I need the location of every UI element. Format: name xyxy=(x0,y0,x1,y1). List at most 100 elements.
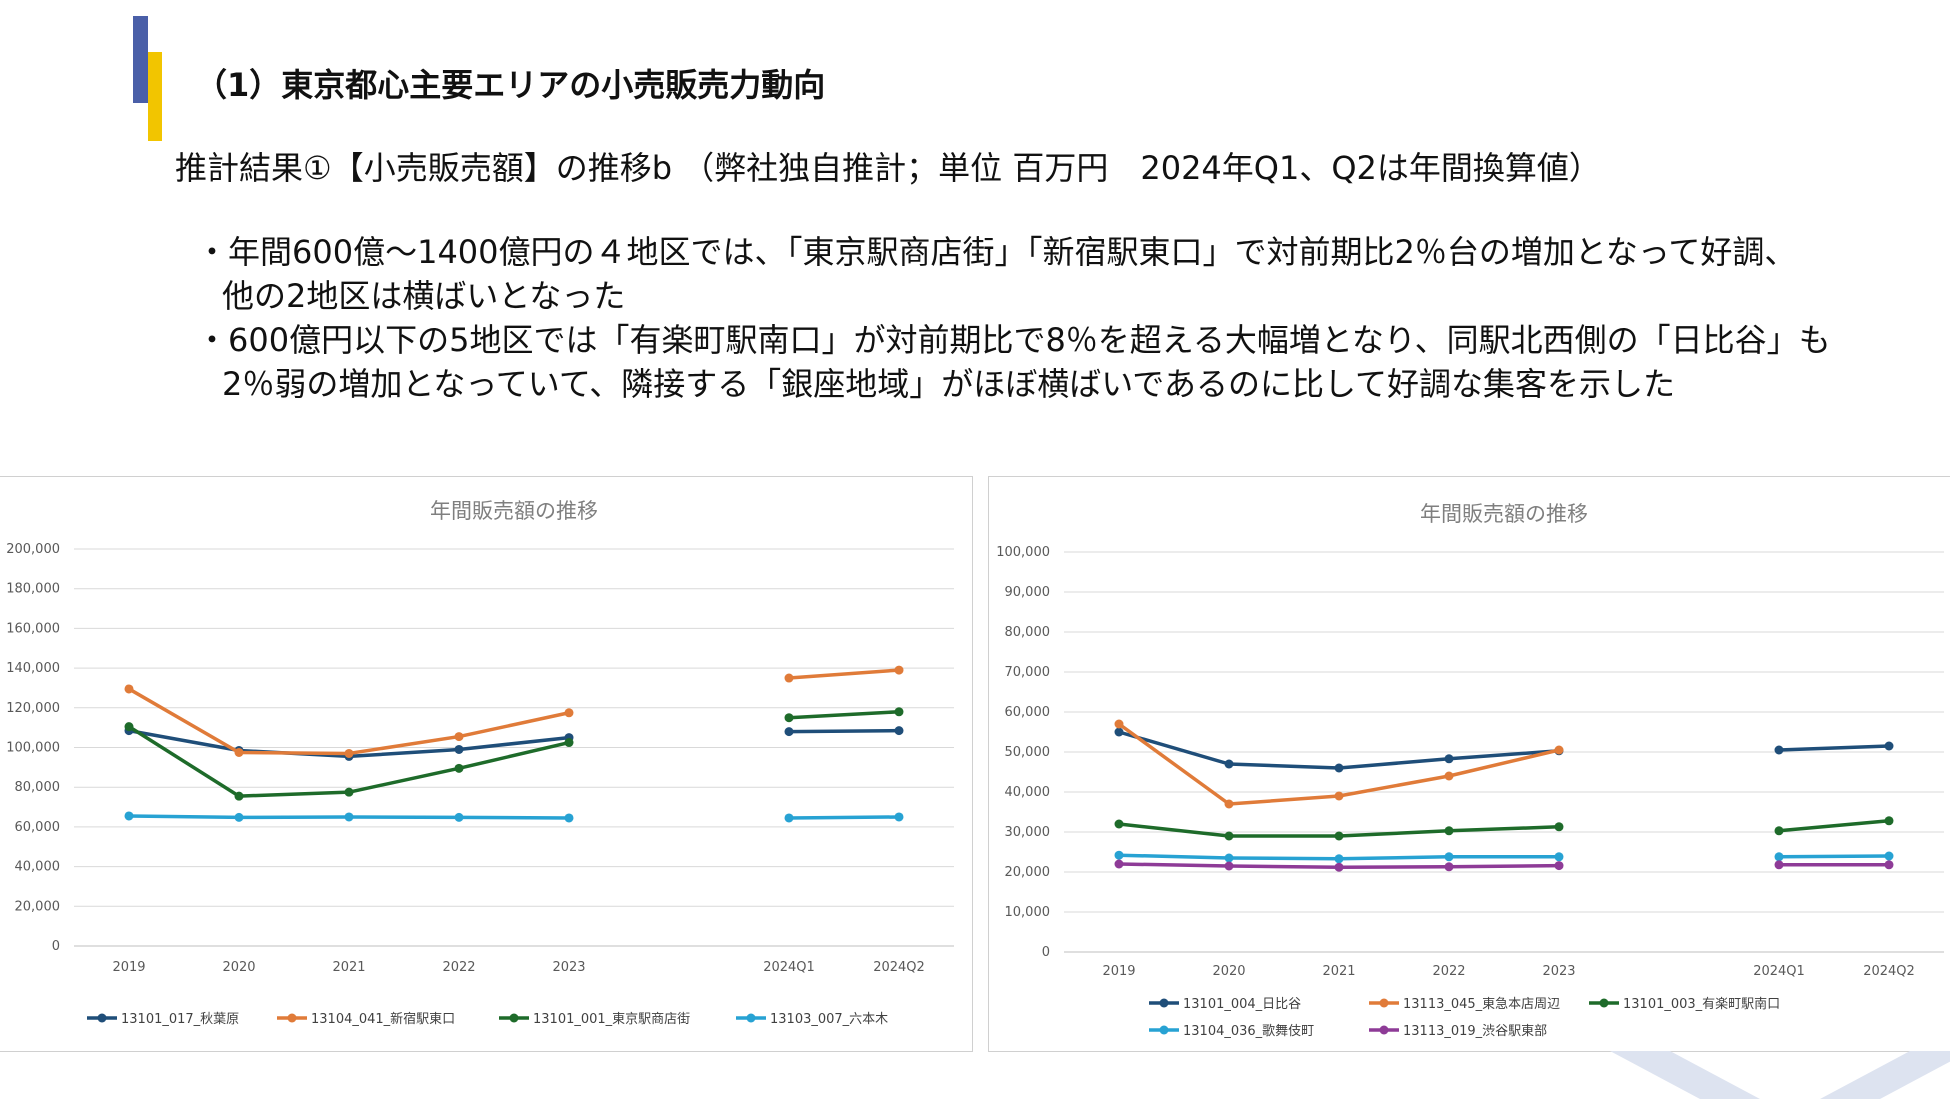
y-tick-label: 140,000 xyxy=(6,661,60,676)
data-point xyxy=(1224,799,1234,809)
line-chart-left: 年間販売額の推移 0 20,000 40,000 60,000 80,000 100,000… xyxy=(6,499,954,1027)
data-point xyxy=(564,813,574,823)
y-tick-label: 180,000 xyxy=(6,582,60,597)
data-point xyxy=(1884,816,1894,826)
series-line xyxy=(1778,819,1890,833)
legend-marker xyxy=(746,1013,756,1023)
data-point xyxy=(1114,859,1124,869)
legend-label: 13113_045_東急本店周辺 xyxy=(1403,996,1560,1012)
data-point xyxy=(1224,831,1234,841)
legend-marker xyxy=(1599,998,1609,1008)
y-tick-label: 0 xyxy=(1042,945,1050,960)
data-point xyxy=(1334,763,1344,773)
y-tick-label: 120,000 xyxy=(6,701,60,716)
series-line xyxy=(1778,744,1890,752)
bullet-text-continued: 2％弱の増加となっていて、隣接する「銀座地域」がほぼ横ばいであるのに比して好調な… xyxy=(222,365,1676,403)
data-point xyxy=(124,811,134,821)
series-line xyxy=(128,725,570,798)
data-point xyxy=(1334,791,1344,801)
data-point xyxy=(454,812,464,822)
corner-decoration xyxy=(1610,1051,1950,1099)
data-point xyxy=(894,665,904,675)
data-point xyxy=(1884,860,1894,870)
y-tick-label: 80,000 xyxy=(15,780,61,795)
data-point xyxy=(1554,861,1564,871)
bullet-text: ・600億円以下の5地区では「有楽町駅南口」が対前期比で8％を超える大幅増となり… xyxy=(196,321,1831,359)
legend-label: 13104_041_新宿駅東口 xyxy=(311,1011,455,1027)
data-point xyxy=(1334,862,1344,872)
y-tick-label: 100,000 xyxy=(996,545,1050,560)
x-tick-label: 2024Q1 xyxy=(1753,964,1805,979)
data-point xyxy=(454,763,464,773)
x-tick-label: 2022 xyxy=(442,960,475,975)
data-point xyxy=(1884,851,1894,861)
data-point xyxy=(1884,741,1894,751)
bullet-text-continued: 他の2地区は横ばいとなった xyxy=(222,277,626,315)
y-tick-label: 30,000 xyxy=(1005,825,1051,840)
data-point xyxy=(234,812,244,822)
data-point xyxy=(1114,727,1124,737)
legend-marker xyxy=(1159,1025,1169,1035)
x-tick-label: 2021 xyxy=(1322,964,1355,979)
series-line xyxy=(788,710,900,720)
series-line xyxy=(1118,730,1560,770)
legend-marker xyxy=(509,1013,519,1023)
data-point xyxy=(1114,819,1124,829)
data-point xyxy=(1334,831,1344,841)
legend-marker xyxy=(1379,1025,1389,1035)
series-line xyxy=(788,815,900,820)
chart-panel-right: 年間販売額の推移 0 10,000 20,000 30,000 40,000 50,000 6… xyxy=(988,476,1950,1052)
page-subtitle: 推計結果①【小売販売額】の推移b （弊社独自推計；単位 百万円 2024年Q1、… xyxy=(175,149,1601,187)
data-point xyxy=(564,738,574,748)
data-point xyxy=(1774,852,1784,862)
data-point xyxy=(1774,745,1784,755)
data-point xyxy=(1774,826,1784,836)
x-tick-label: 2023 xyxy=(1542,964,1575,979)
bullet-item: ・600億円以下の5地区では「有楽町駅南口」が対前期比で8％を超える大幅増となり… xyxy=(196,318,1936,406)
data-point xyxy=(1774,860,1784,870)
y-tick-label: 60,000 xyxy=(1005,705,1051,720)
data-point xyxy=(1224,759,1234,769)
data-point xyxy=(1114,850,1124,860)
y-tick-label: 40,000 xyxy=(15,860,61,875)
legend-label: 13101_017_秋葉原 xyxy=(121,1012,239,1027)
data-point xyxy=(1224,853,1234,863)
legend-label: 13101_004_日比谷 xyxy=(1183,997,1301,1012)
data-point xyxy=(784,713,794,723)
line-chart-right: 年間販売額の推移 0 10,000 20,000 30,000 40,000 50,000 6… xyxy=(996,502,1944,1039)
x-tick-label: 2019 xyxy=(112,960,145,975)
data-point xyxy=(454,732,464,742)
data-point xyxy=(1444,826,1454,836)
data-point xyxy=(784,813,794,823)
data-point xyxy=(894,707,904,717)
x-tick-label: 2024Q1 xyxy=(763,960,815,975)
bullet-text: ・年間600億～1400億円の４地区では、「東京駅商店街」「新宿駅東口」で対前期… xyxy=(196,233,1797,271)
x-tick-label: 2019 xyxy=(1102,964,1135,979)
data-point xyxy=(1444,754,1454,764)
x-tick-label: 2024Q2 xyxy=(1863,964,1915,979)
data-point xyxy=(344,787,354,797)
x-tick-label: 2021 xyxy=(332,960,365,975)
x-tick-label: 2022 xyxy=(1432,964,1465,979)
data-point xyxy=(124,684,134,694)
y-tick-label: 60,000 xyxy=(15,820,61,835)
x-tick-label: 2020 xyxy=(1212,964,1245,979)
y-tick-label: 200,000 xyxy=(6,542,60,557)
data-point xyxy=(1444,771,1454,781)
accent-bar-blue xyxy=(133,16,148,103)
bullet-list: ・年間600億～1400億円の４地区では、「東京駅商店街」「新宿駅東口」で対前期… xyxy=(196,230,1936,406)
y-tick-label: 10,000 xyxy=(1005,905,1051,920)
data-point xyxy=(344,812,354,822)
data-point xyxy=(1554,745,1564,755)
y-tick-label: 50,000 xyxy=(1005,745,1051,760)
data-point xyxy=(234,791,244,801)
legend-label: 13104_036_歌舞伎町 xyxy=(1183,1024,1314,1039)
data-point xyxy=(784,727,794,737)
data-point xyxy=(784,673,794,683)
y-tick-label: 100,000 xyxy=(6,741,60,756)
y-tick-label: 160,000 xyxy=(6,621,60,636)
data-point xyxy=(344,748,354,758)
legend-marker xyxy=(97,1013,107,1023)
data-point xyxy=(1114,719,1124,729)
series-line xyxy=(788,668,900,680)
